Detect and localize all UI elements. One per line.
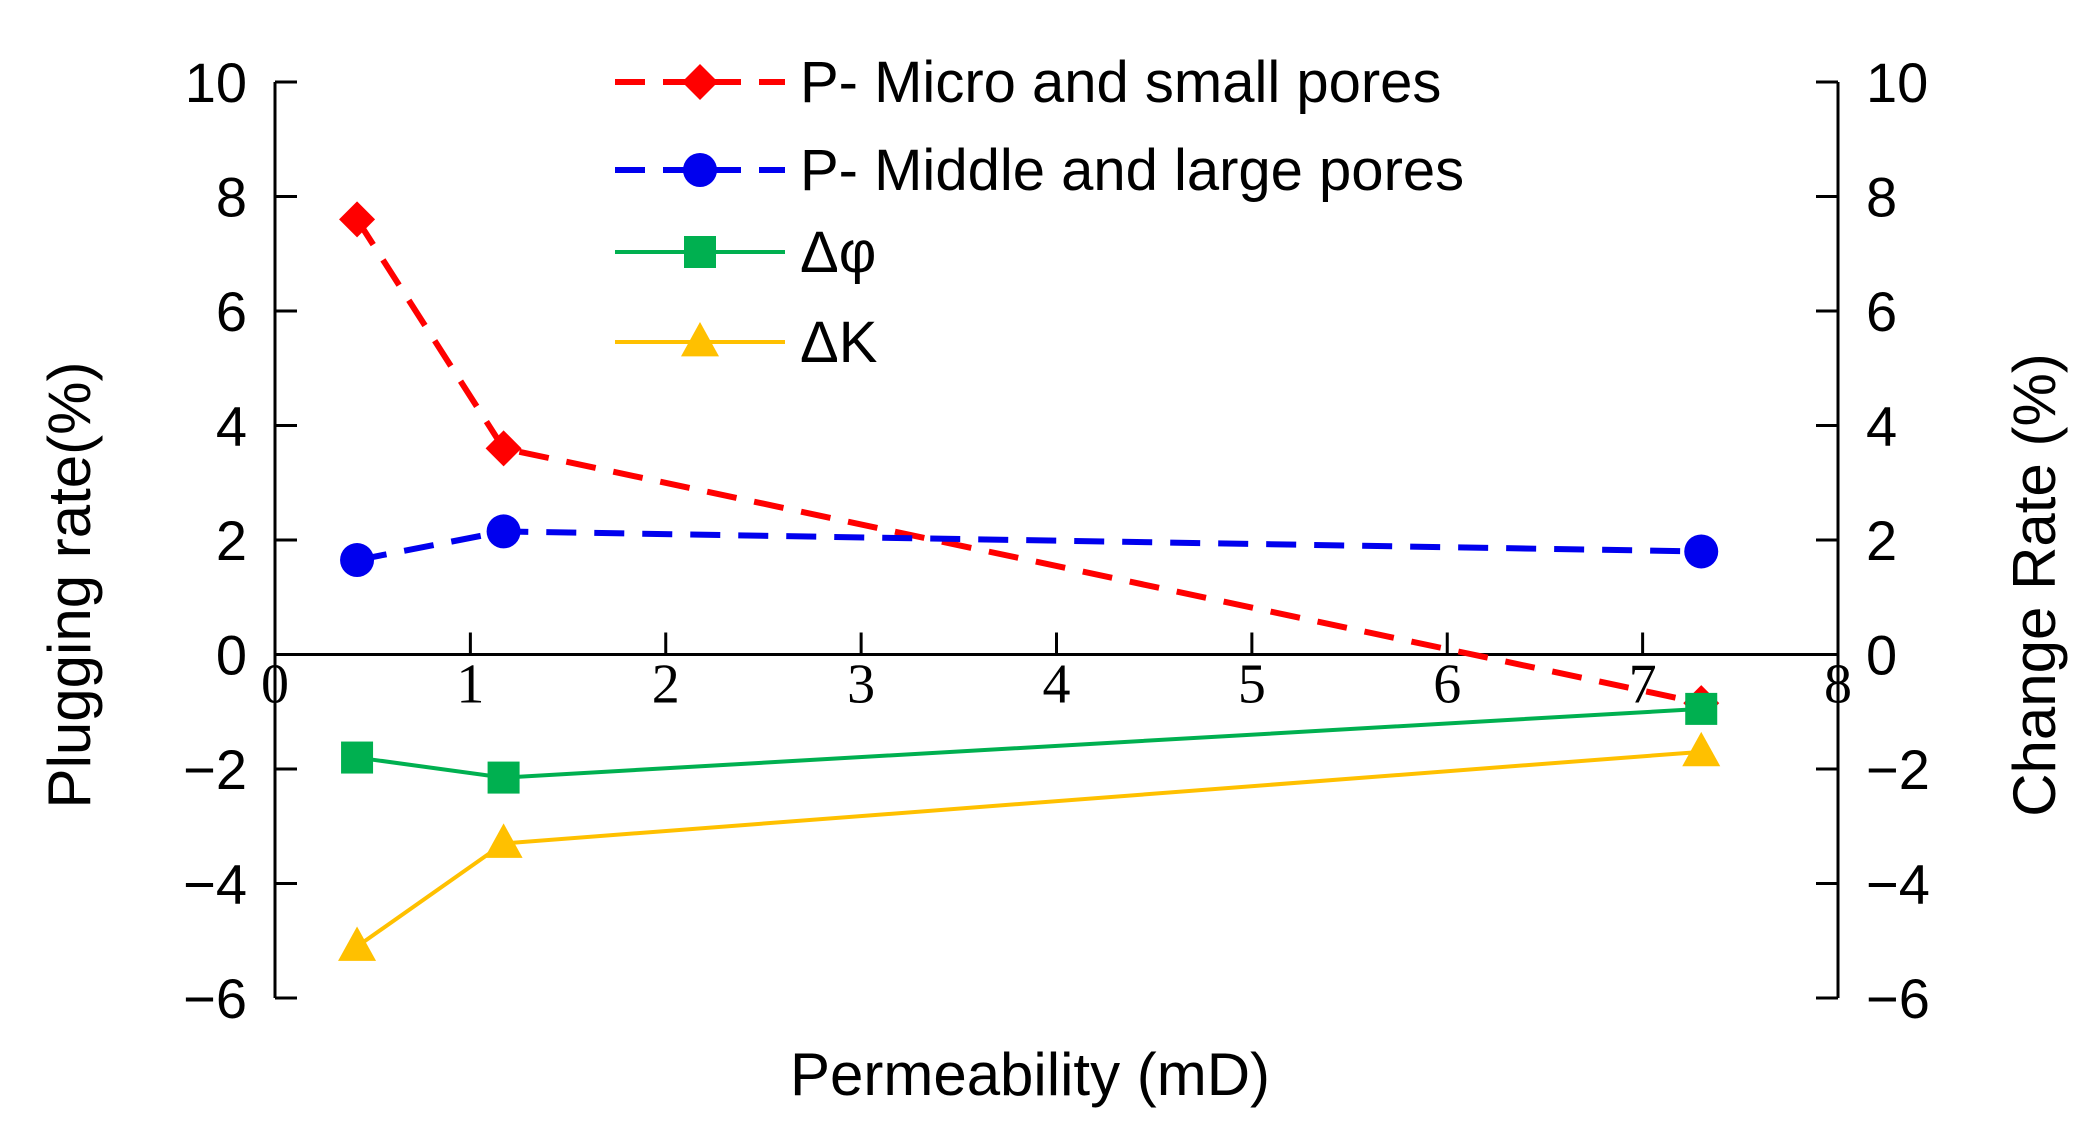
series-2-line xyxy=(356,528,1702,563)
series-3-point xyxy=(487,761,520,794)
x-axis-title: Permeability (mD) xyxy=(790,1041,1270,1108)
y-tick-right-label: −2 xyxy=(1866,738,1930,801)
y-axis-right-title: Change Rate (%) xyxy=(2001,353,2068,817)
series-3-point xyxy=(1685,692,1718,725)
x-tick-label: 5 xyxy=(1238,654,1266,716)
y-tick-right-label: 0 xyxy=(1866,624,1897,687)
y-tick-left-label: −4 xyxy=(183,853,247,916)
y-tick-right-label: 6 xyxy=(1866,280,1897,343)
x-tick-label: 4 xyxy=(1043,654,1071,716)
series-3 xyxy=(341,692,1718,794)
axes: −6 −6−4 −4−2 −20 02 24 46 68 810 100 1 2 3 4 5 6 7 8 xyxy=(183,51,1930,1030)
y-tick-right-label: −6 xyxy=(1866,967,1930,1030)
y-tick-left-label: 2 xyxy=(216,509,247,572)
x-tick-label: 1 xyxy=(456,654,484,716)
series-4-point xyxy=(484,823,523,858)
series-1-point xyxy=(339,201,376,238)
legend-marker-1 xyxy=(682,64,718,100)
y-tick-left-label: 0 xyxy=(216,624,247,687)
legend-marker-4 xyxy=(681,322,719,357)
y-tick-left-label: 8 xyxy=(216,166,247,229)
y-tick-left-label: −6 xyxy=(183,967,247,1030)
x-tick-label: 0 xyxy=(261,654,289,716)
legend: P- Micro and small pores P- Middle and la… xyxy=(615,50,1464,375)
y-tick-left-label: −2 xyxy=(183,738,247,801)
x-tick-label: 7 xyxy=(1629,654,1657,716)
legend-label-1: P- Micro and small pores xyxy=(800,50,1441,115)
series-2-point xyxy=(340,543,375,578)
series-2-point xyxy=(486,514,521,549)
series-4-point xyxy=(1682,731,1721,767)
y-tick-left-label: 10 xyxy=(185,51,247,114)
series-2 xyxy=(340,514,1719,578)
legend-label-3: Δφ xyxy=(800,220,876,285)
series-4 xyxy=(338,731,1721,961)
series-1 xyxy=(339,201,1720,722)
legend-label-4: ΔK xyxy=(800,310,878,375)
y-axis-left-title: Plugging rate(%) xyxy=(36,362,103,809)
series-1-line xyxy=(354,217,1702,707)
x-tick-label: 2 xyxy=(652,654,680,716)
legend-marker-3 xyxy=(684,236,716,268)
y-tick-right-label: −4 xyxy=(1866,853,1930,916)
y-tick-left-label: 6 xyxy=(216,280,247,343)
y-tick-right-label: 2 xyxy=(1866,509,1897,572)
series-2-point xyxy=(1684,534,1719,569)
legend-marker-2 xyxy=(683,153,717,187)
series-group xyxy=(338,201,1721,961)
series-1-point xyxy=(485,430,522,467)
x-tick-label: 6 xyxy=(1433,654,1461,716)
legend-label-2: P- Middle and large pores xyxy=(800,138,1464,203)
x-tick-label: 8 xyxy=(1824,654,1852,716)
y-tick-right-label: 4 xyxy=(1866,395,1897,458)
x-tick-label: 3 xyxy=(847,654,875,716)
series-3-point xyxy=(341,741,374,774)
series-4-point xyxy=(338,926,377,961)
y-tick-right-label: 8 xyxy=(1866,166,1897,229)
y-tick-left-label: 4 xyxy=(216,395,247,458)
y-tick-right-label: 10 xyxy=(1866,51,1928,114)
series-4-line xyxy=(355,749,1702,949)
